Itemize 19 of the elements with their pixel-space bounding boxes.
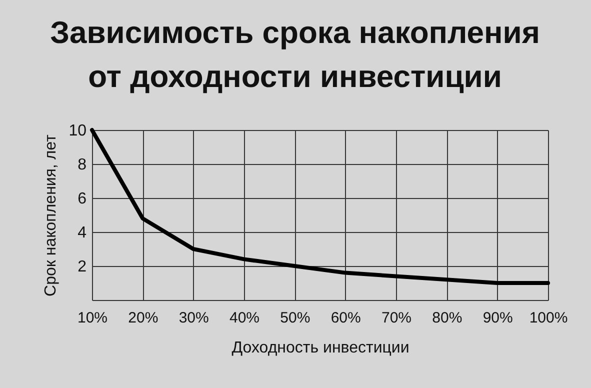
- x-tick-label: 90%: [482, 310, 513, 326]
- y-tick-label: 8: [78, 156, 87, 174]
- x-tick-label: 80%: [432, 310, 462, 326]
- x-tick-label: 20%: [128, 310, 158, 326]
- y-tick-label: 4: [78, 224, 87, 242]
- y-axis-title: Срок накопления, лет: [42, 134, 60, 296]
- text: от доходности инвестиции: [88, 59, 502, 94]
- x-tick-label: 50%: [280, 310, 310, 326]
- y-tick-label: 2: [78, 258, 87, 276]
- x-axis-title: Доходность инвестиции: [232, 340, 410, 356]
- y-tick-label: 6: [78, 190, 87, 208]
- x-tick-label: 60%: [330, 310, 361, 326]
- x-tick-label: 40%: [229, 310, 260, 326]
- x-tick-label: 10%: [77, 310, 108, 326]
- x-tick-label: 100%: [529, 310, 568, 326]
- x-tick-label: 30%: [178, 310, 209, 326]
- x-tick-label: 70%: [381, 310, 412, 326]
- text: Зависимость срока накопления: [50, 15, 540, 50]
- y-tick-label: 10: [68, 122, 87, 140]
